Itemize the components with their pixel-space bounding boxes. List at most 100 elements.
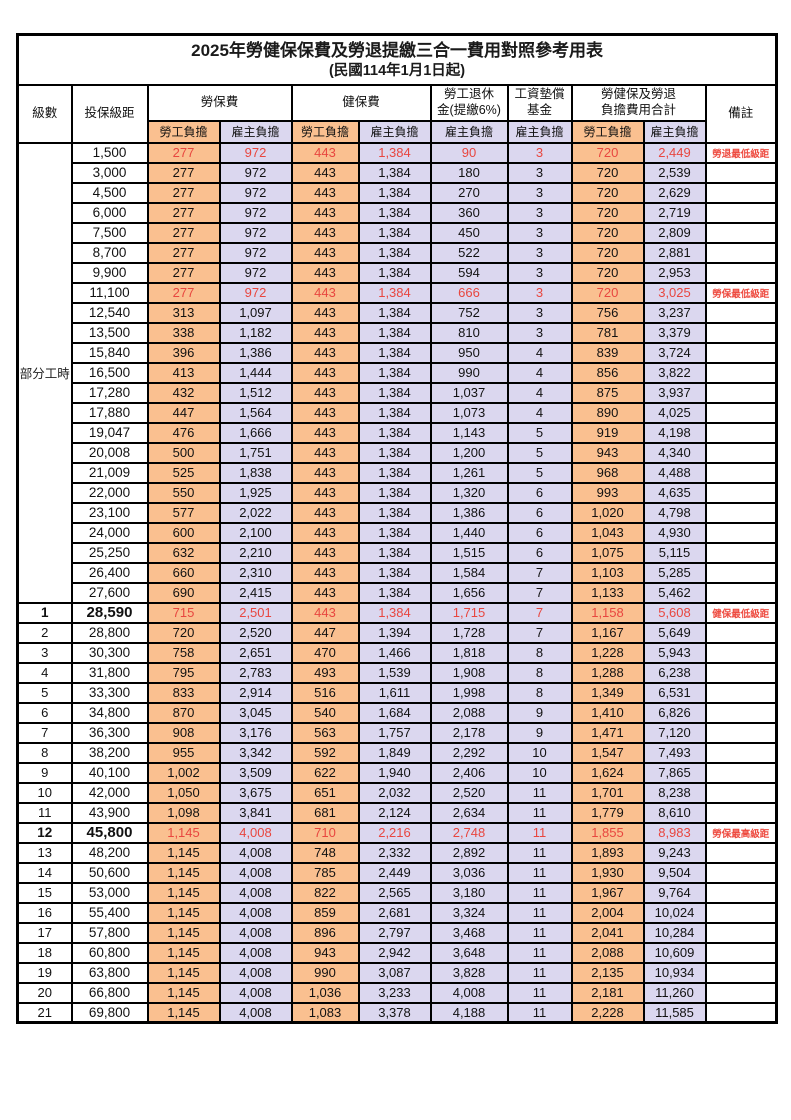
value-cell: 715	[146, 601, 221, 624]
value-cell: 720	[146, 621, 221, 644]
remark-cell	[704, 761, 778, 784]
remark-cell	[704, 1001, 778, 1024]
bracket-cell: 12,540	[70, 301, 149, 324]
value-cell: 4	[506, 341, 573, 364]
value-cell: 3,045	[218, 701, 293, 724]
value-cell: 443	[290, 441, 360, 464]
value-cell: 720	[570, 241, 645, 264]
value-cell: 277	[146, 201, 221, 224]
value-cell: 443	[290, 261, 360, 284]
value-cell: 870	[146, 701, 221, 724]
level-cell: 14	[16, 861, 73, 884]
value-cell: 4,008	[218, 941, 293, 964]
value-cell: 1,384	[357, 381, 432, 404]
bracket-cell: 6,000	[70, 201, 149, 224]
value-cell: 3,468	[429, 921, 509, 944]
value-cell: 7	[506, 601, 573, 624]
value-cell: 795	[146, 661, 221, 684]
value-cell: 11	[506, 841, 573, 864]
value-cell: 5,285	[642, 561, 707, 584]
value-cell: 2,942	[357, 941, 432, 964]
value-cell: 9,504	[642, 861, 707, 884]
remark-cell	[704, 421, 778, 444]
value-cell: 4,008	[218, 821, 293, 844]
value-cell: 4,008	[218, 861, 293, 884]
table-row: 7,500 277 972 443 1,384 450 3 720 2,809	[18, 221, 778, 244]
value-cell: 7,493	[642, 741, 707, 764]
table-row: 8,700 277 972 443 1,384 522 3 720 2,881	[18, 241, 778, 264]
value-cell: 1,050	[146, 781, 221, 804]
value-cell: 9	[506, 721, 573, 744]
value-cell: 2,681	[357, 901, 432, 924]
remark-cell	[704, 541, 778, 564]
value-cell: 752	[429, 301, 509, 324]
remark-cell	[704, 301, 778, 324]
value-cell: 4,008	[218, 901, 293, 924]
value-cell: 1,145	[146, 861, 221, 884]
value-cell: 1,043	[570, 521, 645, 544]
value-cell: 10,609	[642, 941, 707, 964]
value-cell: 1,384	[357, 141, 432, 164]
value-cell: 720	[570, 201, 645, 224]
part-time-group-label: 部分工時	[16, 141, 73, 604]
value-cell: 277	[146, 141, 221, 164]
level-cell: 6	[16, 701, 73, 724]
table-row: 9,900 277 972 443 1,384 594 3 720 2,953	[18, 261, 778, 284]
col-header-wage-fund: 工資墊償 基金	[506, 83, 573, 122]
premium-reference-sheet: 2025年勞健保保費及勞退提繳三合一費用對照參考用表 (民國114年1月1日起)…	[16, 33, 779, 1024]
value-cell: 1,097	[218, 301, 293, 324]
value-cell: 781	[570, 321, 645, 344]
value-cell: 2,953	[642, 261, 707, 284]
value-cell: 2,088	[570, 941, 645, 964]
value-cell: 594	[429, 261, 509, 284]
value-cell: 443	[290, 201, 360, 224]
value-cell: 450	[429, 221, 509, 244]
level-cell: 15	[16, 881, 73, 904]
value-cell: 2,088	[429, 701, 509, 724]
value-cell: 338	[146, 321, 221, 344]
remark-cell: 健保最低級距	[704, 601, 778, 624]
table-row: 3,000 277 972 443 1,384 180 3 720 2,539	[18, 161, 778, 184]
value-cell: 3,675	[218, 781, 293, 804]
value-cell: 6	[506, 481, 573, 504]
value-cell: 1,228	[570, 641, 645, 664]
value-cell: 1,584	[429, 561, 509, 584]
value-cell: 443	[290, 281, 360, 304]
bracket-cell: 20,008	[70, 441, 149, 464]
value-cell: 1,384	[357, 341, 432, 364]
table-row: 26,400 660 2,310 443 1,384 1,584 7 1,103 5,285	[18, 561, 778, 584]
value-cell: 1,145	[146, 901, 221, 924]
table-row: 12 45,800 1,145 4,008 710 2,216 2,748 11 1,855 8,…	[16, 821, 778, 844]
table-row: 部分工時 1,500 277 972 443 1,384 90 3 720 2,449 勞退最低級距	[16, 141, 778, 604]
col-header-remark: 備註	[704, 83, 778, 144]
value-cell: 6,531	[642, 681, 707, 704]
value-cell: 2,629	[642, 181, 707, 204]
value-cell: 11	[506, 901, 573, 924]
value-cell: 2,100	[218, 521, 293, 544]
value-cell: 1,143	[429, 421, 509, 444]
value-cell: 3	[506, 261, 573, 284]
pension-label-line2: 金(提繳6%)	[437, 102, 501, 117]
value-cell: 1,666	[218, 421, 293, 444]
value-cell: 972	[218, 181, 293, 204]
value-cell: 748	[290, 841, 360, 864]
table-row: 22,000 550 1,925 443 1,384 1,320 6 993 4,635	[18, 481, 778, 504]
value-cell: 11	[506, 821, 573, 844]
level-cell: 17	[16, 921, 73, 944]
value-cell: 1,855	[570, 821, 645, 844]
table-row: 21 69,800 1,145 4,008 1,083 3,378 4,188 11 2,228…	[16, 1001, 778, 1024]
value-cell: 522	[429, 241, 509, 264]
value-cell: 4,635	[642, 481, 707, 504]
page-subtitle: (民國114年1月1日起)	[328, 63, 466, 80]
table-row: 12,540 313 1,097 443 1,384 752 3 756 3,237	[18, 301, 778, 324]
remark-cell	[704, 841, 778, 864]
bracket-cell: 42,000	[70, 781, 149, 804]
value-cell: 447	[146, 401, 221, 424]
bracket-cell: 31,800	[70, 661, 149, 684]
value-cell: 443	[290, 461, 360, 484]
value-cell: 3	[506, 161, 573, 184]
col-header-bracket: 投保級距	[70, 83, 149, 144]
value-cell: 2,310	[218, 561, 293, 584]
value-cell: 443	[290, 341, 360, 364]
value-cell: 2,228	[570, 1001, 645, 1024]
